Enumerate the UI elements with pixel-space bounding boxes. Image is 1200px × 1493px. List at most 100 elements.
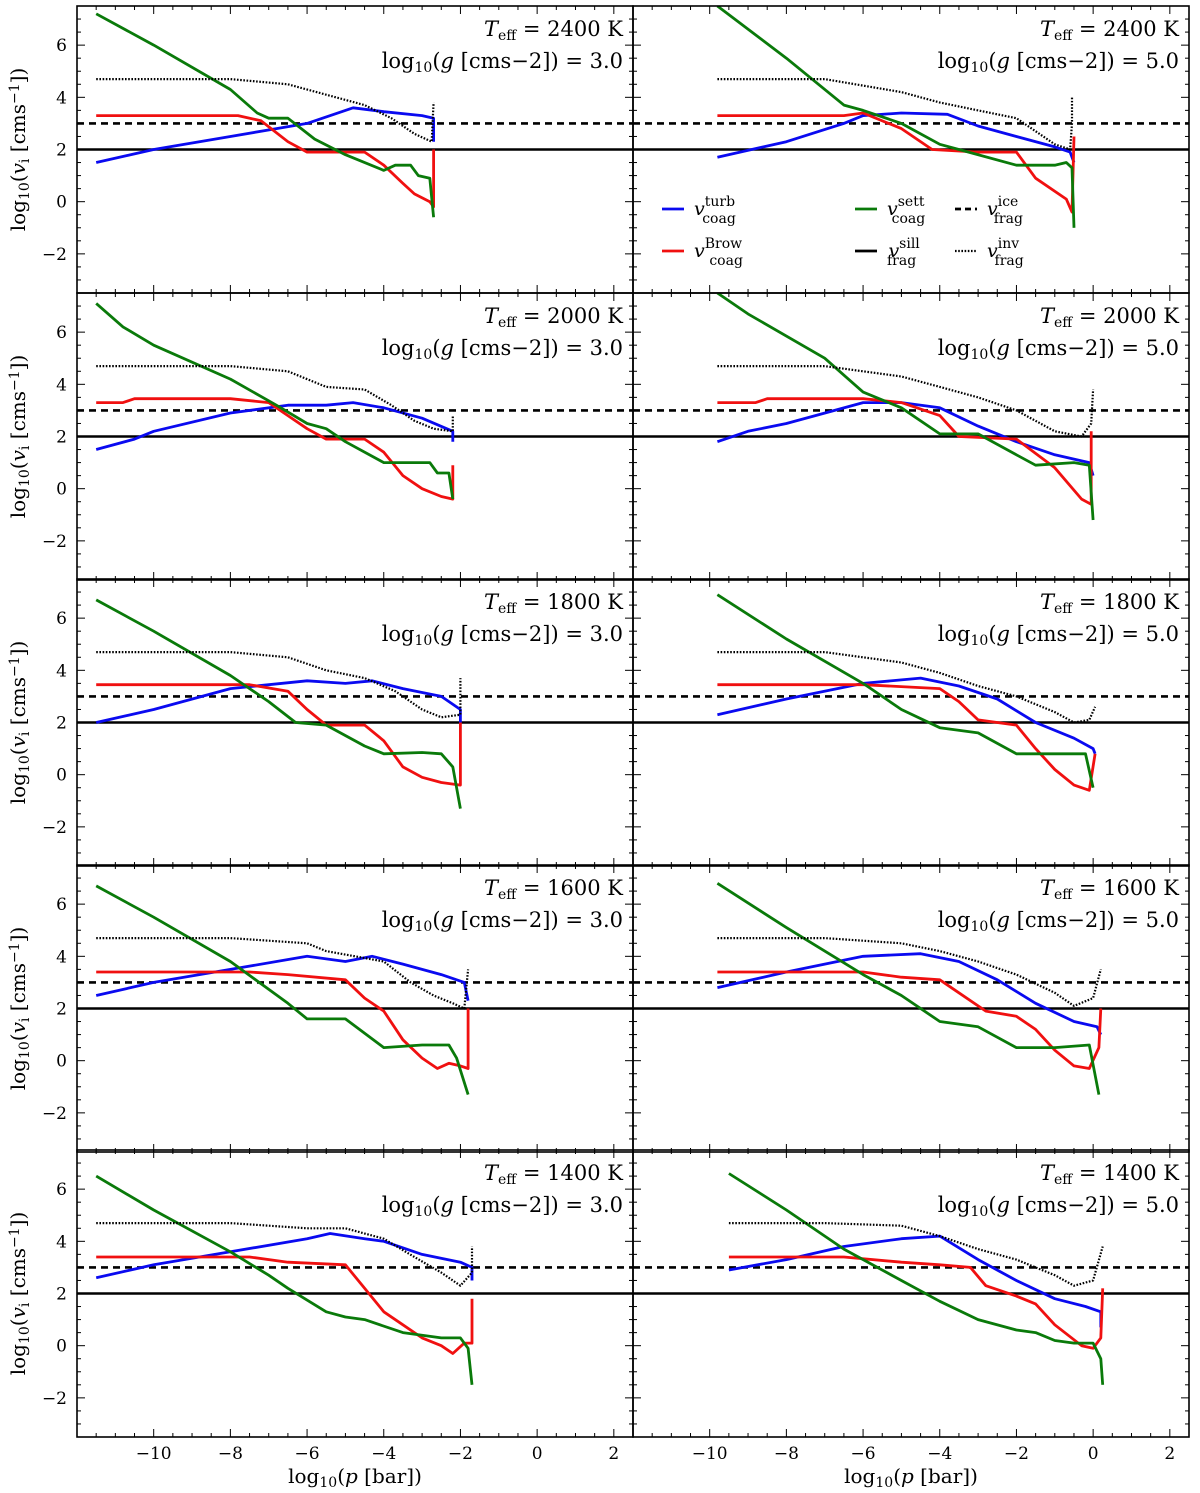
y-axis-title: log10(vi [cms−1])	[6, 1212, 33, 1376]
v-coag-Brow-series	[96, 114, 435, 209]
y-axis-title-part: v	[6, 162, 30, 174]
panel-logg-label-part: log	[382, 1193, 415, 1217]
panel-teff-label-part: eff	[498, 887, 517, 903]
x-tick-label: −10	[136, 1444, 172, 1464]
plot-area	[77, 12, 633, 218]
x-axis-title-part: p	[345, 1464, 358, 1488]
panel-logg-label: log10(g [cms−2]) = 5.0	[938, 908, 1179, 935]
v-coag-sett-series	[95, 884, 470, 1096]
panel-2400K-logg3: −2 0 2 4 6 Teff = 2400 K log10(g [cms−2]) = 3.…	[42, 5, 634, 294]
panel-teff-label: Teff = 1400 K	[484, 1161, 623, 1188]
y-axis-title-part: 10	[17, 1041, 33, 1059]
panel-logg-label-part: (	[988, 49, 996, 73]
panel-teff-label-part: = 1400 K	[516, 1161, 623, 1185]
y-tick-label: −2	[42, 1104, 67, 1124]
y-tick-label: 4	[56, 661, 67, 681]
plot-area	[633, 593, 1189, 792]
v-coag-Brow-series	[717, 970, 1103, 1070]
panel-logg-label-part: [cms−2]) = 3.0	[454, 49, 623, 73]
panel-teff-label-part: eff	[498, 601, 517, 617]
v-coag-sett-series	[716, 882, 1101, 1095]
panel-logg-label-part: (	[988, 908, 996, 932]
panel-teff-label: Teff = 2400 K	[484, 17, 623, 44]
y-axis-title-part: i	[17, 158, 33, 163]
v-coag-Brow-series	[96, 970, 470, 1070]
y-axis-title-part: i	[17, 1302, 33, 1307]
y-tick-label: 2	[56, 1285, 67, 1305]
panel-logg-label-part: 10	[415, 919, 433, 935]
panel-logg-label-part: [cms−2]) = 3.0	[454, 908, 623, 932]
x-axis-title-part: (	[893, 1464, 901, 1488]
panel-logg-label-part: log	[938, 336, 971, 360]
panel-logg-label-part: [cms−2]) = 3.0	[454, 1193, 623, 1217]
y-axis-title-part: 10	[17, 1326, 33, 1344]
panel-logg-label-part: (	[432, 1193, 440, 1217]
x-axis-title-part: (	[337, 1464, 345, 1488]
y-tick-label: −2	[42, 245, 67, 265]
plot-area	[77, 302, 633, 501]
panel-teff-label: Teff = 1600 K	[1040, 876, 1179, 903]
v-coag-turb-series	[95, 954, 470, 1001]
panel-logg-label-part: [cms−2]) = 5.0	[1010, 1193, 1179, 1217]
y-axis-title-part: v	[6, 1021, 30, 1033]
panel-frame	[632, 1149, 1190, 1438]
panel-logg-label-part: 10	[415, 1204, 433, 1220]
y-axis-title-part: [cms	[6, 677, 30, 732]
x-axis-title-part: [bar])	[914, 1464, 978, 1488]
v-coag-sett-series	[716, 293, 1095, 521]
panel-teff-label-part: T	[484, 876, 500, 900]
panel-teff-label-part: T	[1040, 876, 1056, 900]
panel-teff-label-part: T	[484, 304, 500, 328]
v-coag-Brow-series	[96, 683, 462, 787]
panel-logg-label-part: 10	[971, 60, 989, 76]
panel-logg-label-part: [cms−2]) = 5.0	[1010, 49, 1179, 73]
panel-logg-label-part: g	[441, 49, 454, 73]
panel-logg-label-part: log	[938, 49, 971, 73]
v-coag-Brow-series	[717, 111, 1076, 214]
panel-logg-label-part: 10	[415, 60, 433, 76]
y-axis-title-part: 10	[17, 755, 33, 773]
x-tick-label: 0	[532, 1444, 543, 1464]
plot-area	[633, 6, 1189, 228]
v-frag-inv-series	[717, 78, 1074, 151]
v-coag-sett-series	[95, 1174, 474, 1385]
v-coag-sett-series	[95, 302, 455, 500]
panel-logg-label: log10(g [cms−2]) = 3.0	[382, 49, 623, 76]
x-tick-label: 2	[1164, 1444, 1175, 1464]
y-axis-title-part: 10	[17, 182, 33, 200]
legend-sub: coag	[892, 211, 926, 227]
panel-2400K-logg5: Teff = 2400 K log10(g [cms−2]) = 5.0	[632, 5, 1190, 294]
plot-area	[633, 1172, 1189, 1385]
x-tick-label: 0	[1088, 1444, 1099, 1464]
panel-teff-label-part: T	[484, 17, 500, 41]
panel-logg-label: log10(g [cms−2]) = 5.0	[938, 49, 1179, 76]
panel-1800K-logg5: Teff = 1800 K log10(g [cms−2]) = 5.0	[632, 578, 1190, 867]
y-tick-label: 0	[56, 1337, 67, 1357]
y-axis-title-part: [cms	[6, 104, 30, 159]
panel-logg-label-part: g	[441, 908, 454, 932]
x-axis-titles: log10(p [bar]) log10(p [bar])	[288, 1464, 978, 1491]
panel-logg-label-part: g	[997, 49, 1010, 73]
v-coag-turb-series	[95, 401, 455, 451]
panel-logg-label: log10(g [cms−2]) = 3.0	[382, 622, 623, 649]
panel-teff-label-part: eff	[1054, 28, 1073, 44]
x-tick-label: −2	[448, 1444, 473, 1464]
x-axis-title-part: 10	[875, 1475, 893, 1491]
panel-logg-label-part: g	[441, 336, 454, 360]
panel-logg-label: log10(g [cms−2]) = 3.0	[382, 908, 623, 935]
y-axis-title-part: [cms	[6, 1248, 30, 1303]
panel-logg-label-part: log	[382, 622, 415, 646]
panel-teff-label-part: T	[1040, 17, 1056, 41]
panel-teff-label-part: eff	[1054, 601, 1073, 617]
legend-label-inv: vinv frag	[987, 236, 1024, 269]
panel-teff-label-part: = 1400 K	[1072, 1161, 1179, 1185]
y-axis-title-part: (	[6, 1033, 30, 1041]
y-axis-title-part: v	[6, 1306, 30, 1318]
v-coag-Brow-series	[96, 397, 455, 501]
legend-sup: turb	[705, 194, 735, 210]
panel-logg-label-part: 10	[415, 633, 433, 649]
v-frag-inv-series	[96, 1222, 474, 1287]
plot-area	[633, 293, 1189, 521]
y-tick-label: 0	[56, 1052, 67, 1072]
